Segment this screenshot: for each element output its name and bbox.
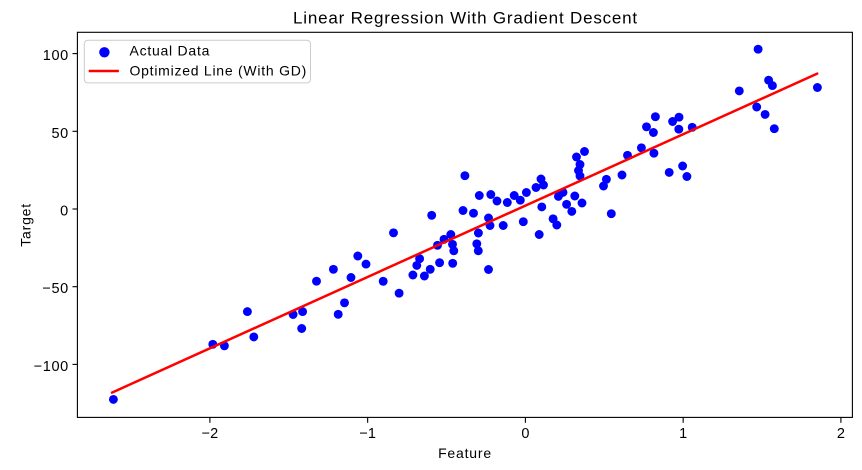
svg-text:Actual Data: Actual Data <box>130 43 211 59</box>
svg-text:−50: −50 <box>42 281 68 297</box>
svg-text:100: 100 <box>43 48 69 64</box>
svg-text:1: 1 <box>679 426 687 442</box>
svg-text:0: 0 <box>521 426 529 442</box>
svg-text:Optimized Line (With GD): Optimized Line (With GD) <box>130 63 307 79</box>
svg-text:−1: −1 <box>359 426 376 442</box>
svg-text:Linear Regression With Gradien: Linear Regression With Gradient Descent <box>293 8 638 27</box>
svg-text:−100: −100 <box>34 359 69 375</box>
svg-text:Target: Target <box>18 203 34 247</box>
svg-text:Feature: Feature <box>438 445 492 461</box>
svg-text:2: 2 <box>837 426 845 442</box>
svg-text:−2: −2 <box>202 426 219 442</box>
svg-text:50: 50 <box>51 126 68 142</box>
svg-text:0: 0 <box>60 204 69 220</box>
